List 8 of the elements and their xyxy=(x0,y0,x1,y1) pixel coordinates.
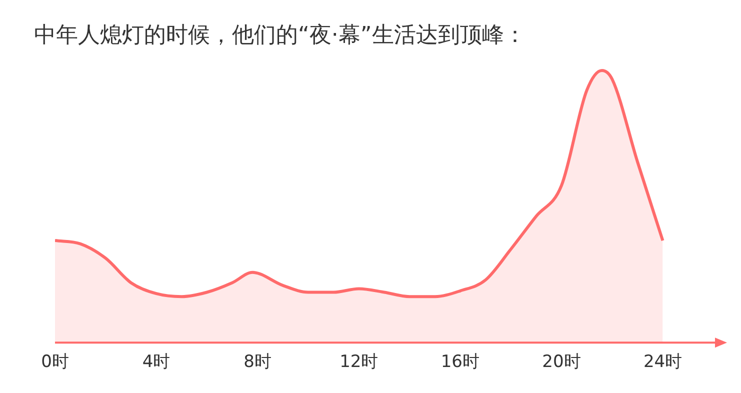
x-tick-label: 8时 xyxy=(244,352,272,372)
x-tick-label: 20时 xyxy=(542,352,581,372)
x-tick-label: 16时 xyxy=(440,352,480,372)
x-tick-label: 24时 xyxy=(643,352,682,372)
x-tick-label: 0时 xyxy=(41,352,69,372)
x-tick-label: 12时 xyxy=(340,352,378,372)
x-tick-label: 4时 xyxy=(142,352,170,372)
chart-title: 中年人熄灯的时候，他们的“夜·幕”生活达到顶峰： xyxy=(34,22,526,50)
